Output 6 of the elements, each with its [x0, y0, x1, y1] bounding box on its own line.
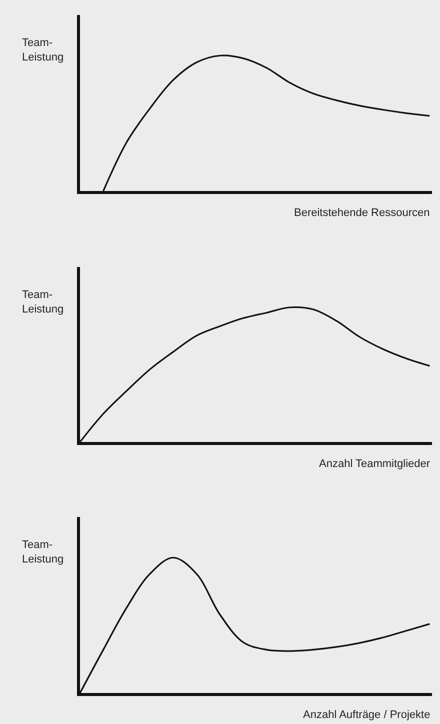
- y-axis-title: Team- Leistung: [22, 289, 64, 316]
- x-axis-title: Anzahl Teammitglieder: [319, 458, 430, 470]
- y-axis-title: Team- Leistung: [22, 539, 64, 566]
- x-axis-title: Bereitstehende Ressourcen: [294, 207, 430, 219]
- y-axis-title: Team- Leistung: [22, 37, 64, 64]
- x-axis-title: Anzahl Aufträge / Projekte: [303, 709, 430, 721]
